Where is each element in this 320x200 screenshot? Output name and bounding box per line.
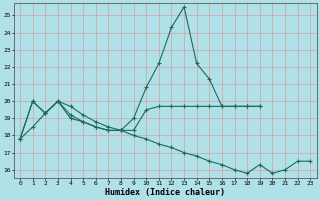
X-axis label: Humidex (Indice chaleur): Humidex (Indice chaleur) (105, 188, 225, 197)
